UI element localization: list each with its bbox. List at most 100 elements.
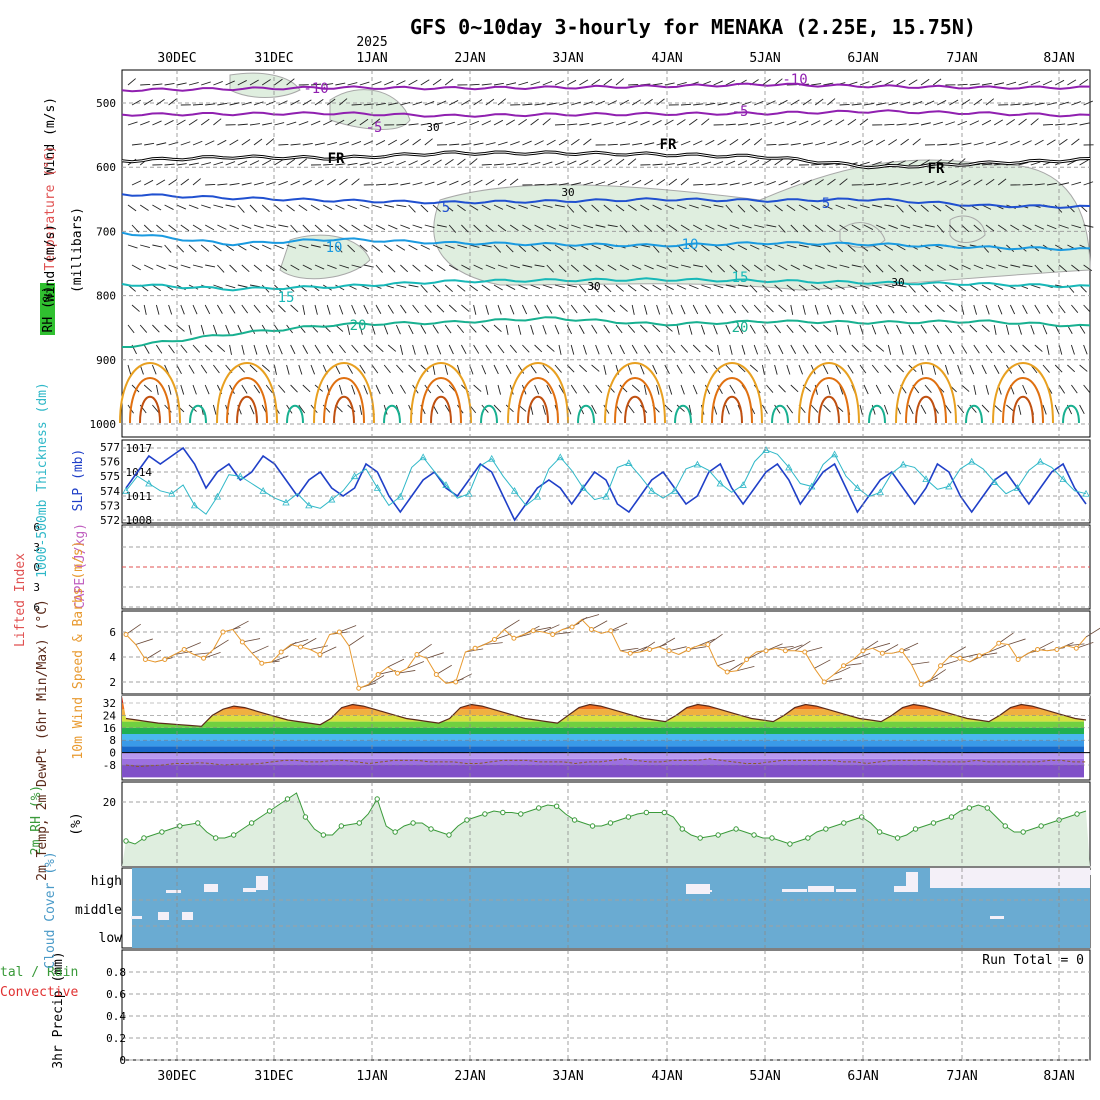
wind-point — [453, 679, 459, 685]
upper-wind-barb — [408, 284, 419, 288]
upper-wind-barb — [652, 244, 660, 253]
upper-wind-barb — [449, 180, 459, 186]
thickness-tick: 573 — [100, 499, 120, 512]
upper-wind-barb — [143, 384, 152, 393]
upper-wind-barb — [790, 344, 797, 354]
wind-barb — [552, 631, 571, 635]
upper-wind-barb — [497, 224, 507, 232]
upper-wind-barb — [461, 264, 471, 271]
rh-point — [625, 814, 632, 820]
upper-wind-barb — [156, 142, 167, 146]
thickness-point — [830, 450, 839, 458]
bl-contour — [992, 362, 1054, 424]
thickness-point — [968, 457, 976, 465]
isotherm-label: -5 — [732, 104, 749, 120]
upper-wind-barb — [176, 244, 185, 253]
upper-wind-barb — [932, 324, 940, 334]
upper-wind-barb — [973, 344, 980, 354]
upper-wind-barb — [152, 83, 163, 86]
upper-wind-barb — [278, 100, 288, 106]
upper-wind-barb — [371, 364, 379, 374]
upper-wind-barb — [900, 182, 911, 186]
upper-wind-barb — [705, 344, 714, 353]
upper-wind-barb — [762, 159, 772, 166]
upper-wind-barb — [156, 344, 163, 354]
upper-wind-barb — [473, 304, 477, 315]
upper-wind-barb — [481, 244, 492, 248]
wind-barb — [804, 646, 823, 653]
upper-wind-barb — [936, 224, 945, 233]
temp-band — [122, 709, 1084, 716]
bl-contour — [333, 395, 355, 424]
upper-wind-barb — [388, 102, 399, 106]
upper-wind-barb — [1071, 304, 1079, 313]
upper-wind-barb — [290, 344, 296, 355]
upper-wind-barb — [689, 284, 699, 290]
upper-wind-barb — [737, 244, 748, 251]
upper-wind-barb — [1067, 204, 1075, 213]
vertical-gridlines — [176, 70, 1060, 1060]
upper-wind-barb — [554, 160, 565, 166]
upper-wind-barb — [485, 344, 492, 354]
upper-wind-barb — [400, 139, 410, 146]
upper-wind-barb — [253, 344, 258, 355]
upper-wind-barb — [790, 264, 800, 270]
upper-wind-barb — [339, 178, 348, 186]
upper-wind-barb — [835, 284, 845, 290]
wind-barb — [184, 642, 201, 650]
upper-wind-barb — [213, 80, 223, 86]
bl-contour — [323, 377, 365, 424]
upper-wind-barb — [920, 364, 924, 375]
upper-wind-barb — [615, 284, 624, 292]
upper-wind-barb — [603, 204, 612, 212]
upper-wind-barb — [762, 122, 773, 126]
upper-wind-barb — [359, 244, 368, 252]
upper-wind-barb — [851, 264, 862, 268]
upper-wind-barb — [847, 364, 854, 374]
upper-wind-barb — [201, 81, 211, 86]
wind-point — [666, 648, 672, 654]
upper-wind-barb — [127, 121, 138, 126]
upper-wind-barb — [388, 224, 398, 230]
upper-wind-barb — [676, 404, 685, 412]
upper-wind-barb — [481, 164, 492, 166]
upper-wind-barb — [729, 304, 737, 314]
panel-frame — [121, 610, 1091, 695]
upper-wind-barb — [595, 181, 606, 186]
upper-wind-barb — [737, 160, 748, 166]
precip-tick: 0.8 — [106, 966, 126, 979]
upper-wind-barb — [778, 143, 789, 146]
upper-wind-barb — [522, 224, 532, 231]
upper-wind-barb — [151, 364, 157, 375]
upper-wind-barb — [1083, 100, 1093, 106]
upper-wind-barb — [750, 244, 760, 250]
upper-wind-barb — [127, 324, 135, 334]
thickness-point — [145, 479, 153, 487]
slp-ylabel: SLP (mb) — [71, 449, 86, 512]
slp-tick: 1014 — [126, 466, 153, 479]
upper-wind-barb — [396, 123, 407, 126]
upper-wind-barb — [1058, 304, 1066, 314]
upper-wind-barb — [1042, 324, 1048, 335]
wind-barb — [387, 658, 405, 668]
isotherm-label: -10 — [303, 81, 328, 97]
upper-wind-barb — [583, 384, 590, 394]
upper-wind-barb — [1046, 224, 1057, 230]
upper-wind-barb — [558, 102, 569, 106]
upper-wind-barb — [579, 160, 589, 166]
upper-wind-barb — [566, 324, 572, 335]
upper-wind-barb — [827, 264, 838, 269]
upper-wind-barb — [253, 181, 264, 186]
upper-wind-barb — [936, 304, 945, 313]
isotherm-label: 20 — [732, 320, 749, 336]
upper-wind-barb — [981, 324, 990, 333]
upper-wind-barb — [510, 141, 520, 146]
wind-barb — [368, 675, 385, 685]
upper-wind-barb — [1018, 324, 1022, 335]
upper-wind-barb — [412, 264, 421, 272]
upper-wind-barb — [920, 78, 930, 86]
upper-wind-barb — [534, 224, 544, 231]
upper-wind-barb — [375, 140, 386, 146]
upper-wind-barb — [274, 78, 283, 86]
upper-wind-barb — [335, 163, 346, 166]
